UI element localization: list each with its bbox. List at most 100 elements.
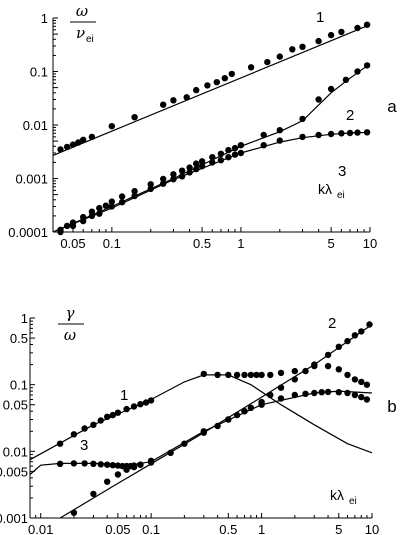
- panel-b: 0.01 0.05 0.1 0.5 1 5 10 0.001 0.005 0.01 0.05 0.1 0…: [0, 304, 397, 535]
- data-point-series-1: [70, 431, 78, 438]
- data-point-series-2: [351, 332, 359, 339]
- data-point-series-3: [237, 149, 245, 157]
- curve-label: 1: [120, 387, 128, 404]
- y-tick-label: 0.1: [10, 378, 28, 393]
- data-point-series-1: [130, 403, 138, 410]
- data-point-series-2: [131, 188, 138, 195]
- data-point-series-2: [102, 202, 110, 209]
- data-point-series-3: [56, 460, 64, 467]
- y-label-numerator: γ: [66, 304, 75, 322]
- data-point-series-2: [363, 62, 371, 69]
- data-point-series-3: [57, 228, 64, 236]
- panel-label: a: [387, 97, 397, 116]
- data-point-series-2: [170, 171, 177, 178]
- x-tick-label: 0.5: [219, 522, 237, 535]
- data-point-series-1: [131, 114, 138, 121]
- curve-label: 2: [346, 107, 354, 124]
- y-tick-label: 0.05: [3, 398, 28, 413]
- data-point-series-3: [147, 459, 155, 466]
- y-tick-label: 0.0001: [8, 225, 48, 240]
- data-point-series-1: [327, 31, 335, 39]
- data-point-series-1: [63, 143, 71, 151]
- data-point-series-2: [198, 158, 206, 165]
- data-point-series-2: [108, 198, 116, 205]
- x-label-subscript: ei: [349, 496, 357, 507]
- data-point-series-3: [147, 185, 154, 193]
- data-point-series-2: [276, 127, 283, 134]
- data-point-series-2: [147, 181, 154, 188]
- data-point-series-1: [81, 425, 88, 432]
- data-point-series-2: [193, 160, 200, 167]
- data-point-series-1: [123, 405, 130, 413]
- y-label-denominator-subscript: ei: [86, 34, 94, 45]
- data-point-series-3: [118, 199, 126, 206]
- data-point-series-2: [291, 376, 298, 383]
- data-point-series-3: [130, 462, 138, 469]
- data-point-series-1: [80, 136, 87, 143]
- data-point-series-2: [358, 328, 365, 335]
- data-point-series-3: [225, 154, 232, 161]
- panel-label: b: [387, 397, 396, 416]
- y-axis-label: ων ei: [70, 2, 96, 45]
- data-point-series-1: [291, 367, 298, 375]
- data-point-series-1: [75, 139, 82, 146]
- data-point-series-2: [335, 343, 342, 350]
- data-point-series-3: [276, 137, 283, 144]
- data-point-series-3: [241, 408, 248, 415]
- data-point-series-1: [276, 53, 283, 60]
- y-axis-label: γω: [58, 304, 84, 344]
- data-point-series-1: [338, 28, 345, 36]
- data-point-series-3: [209, 159, 216, 166]
- x-tick-label: 0.01: [28, 522, 53, 535]
- data-point-series-2: [277, 384, 285, 391]
- data-point-series-1: [214, 371, 221, 379]
- data-point-series-1: [253, 371, 260, 379]
- data-point-series-3: [217, 157, 225, 164]
- data-point-series-3: [131, 192, 138, 200]
- data-point-series-2: [118, 193, 126, 200]
- data-point-series-1: [258, 371, 265, 379]
- data-point-series-2: [342, 76, 350, 84]
- data-point-series-2: [315, 96, 322, 103]
- data-point-series-2: [302, 367, 309, 375]
- data-point-series-3: [200, 428, 207, 435]
- data-point-series-3: [324, 388, 332, 396]
- x-tick-label: 0.05: [105, 522, 130, 535]
- data-point-series-1: [114, 409, 122, 416]
- data-point-series-3: [80, 217, 87, 225]
- data-point-series-3: [198, 163, 206, 170]
- curve-label: 3: [338, 163, 346, 180]
- data-point-series-3: [170, 176, 177, 183]
- data-point-series-3: [277, 395, 285, 402]
- data-point-series-2: [267, 391, 274, 399]
- data-point-series-1: [233, 371, 241, 379]
- x-tick-label: 5: [328, 236, 335, 251]
- data-point-series-1: [354, 24, 361, 32]
- data-point-series-3: [225, 416, 232, 423]
- data-point-series-1: [108, 123, 116, 130]
- data-point-series-1: [221, 75, 228, 82]
- x-tick-label: 0.05: [60, 236, 85, 251]
- data-point-series-2: [237, 142, 245, 149]
- data-point-series-3: [186, 169, 193, 176]
- data-point-series-1: [56, 440, 64, 447]
- fit-curve-series-1: [52, 24, 371, 156]
- data-point-series-3: [344, 389, 351, 397]
- data-point-series-2: [186, 164, 193, 171]
- data-point-series-3: [70, 460, 78, 467]
- data-point-series-1: [170, 97, 177, 104]
- data-point-series-1: [104, 413, 111, 420]
- data-point-series-3: [311, 389, 318, 397]
- y-label-numerator: ω: [76, 2, 88, 20]
- x-tick-label: 1: [237, 236, 244, 251]
- data-point-series-1: [363, 21, 371, 28]
- data-point-series-1: [142, 399, 150, 406]
- x-tick-label: 1: [258, 522, 265, 535]
- data-point-series-1: [109, 411, 117, 419]
- data-point-series-1: [204, 82, 211, 89]
- y-label-denominator: ω: [64, 326, 76, 344]
- data-point-series-2: [70, 509, 78, 516]
- data-point-series-2: [114, 471, 122, 478]
- x-tick-label: 5: [335, 522, 342, 535]
